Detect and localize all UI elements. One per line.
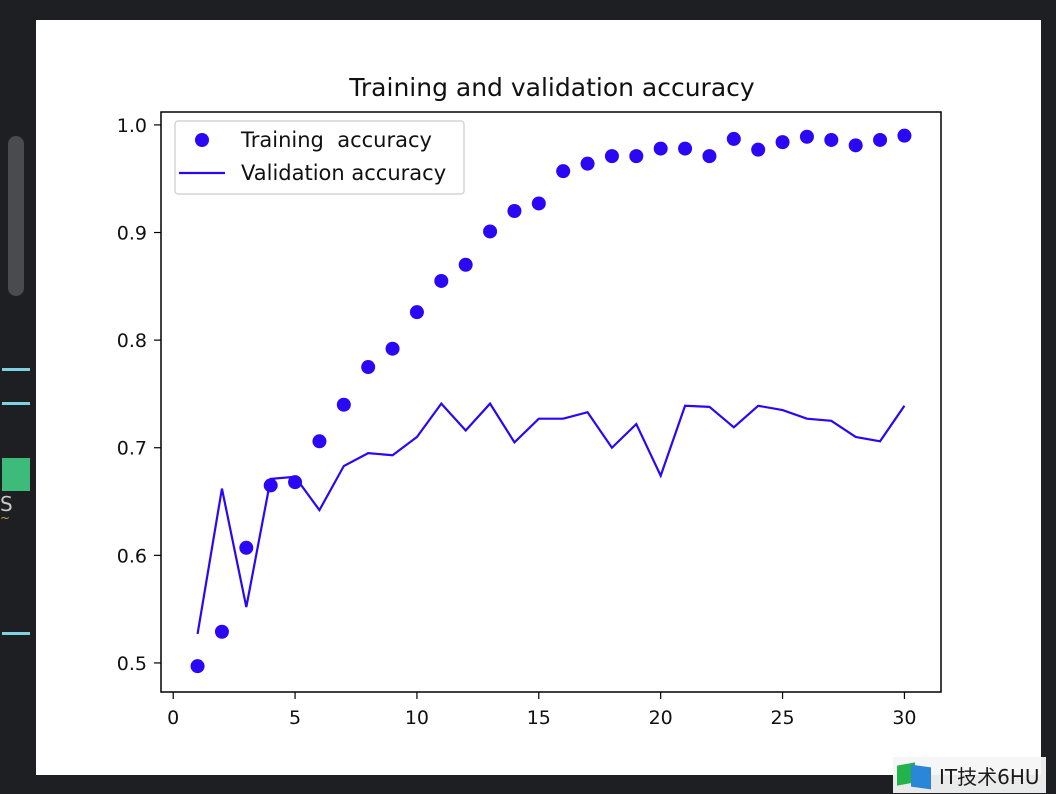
training-accuracy-point (678, 141, 693, 156)
training-accuracy-point (580, 156, 595, 171)
gutter-marker (2, 368, 30, 371)
x-tick-label: 0 (167, 707, 179, 729)
gutter-marker (2, 632, 30, 635)
training-accuracy-point (751, 142, 766, 157)
editor-scrollbar[interactable] (8, 136, 24, 296)
training-accuracy-point (483, 224, 498, 239)
training-accuracy-point (848, 138, 863, 153)
x-tick-label: 30 (892, 707, 916, 729)
watermark: IT技术6HU (893, 757, 1046, 793)
gutter-highlight (2, 458, 30, 491)
chart-title: Training and validation accuracy (348, 73, 755, 102)
training-accuracy-point (458, 257, 473, 272)
y-tick-label: 0.6 (117, 545, 147, 567)
training-accuracy-point (288, 475, 303, 490)
chart-legend: Training accuracy Validation accuracy (174, 120, 465, 195)
x-tick-label: 5 (289, 707, 301, 729)
training-accuracy-point (702, 149, 717, 164)
y-tick-label: 0.5 (117, 653, 147, 675)
x-tick-label: 15 (527, 707, 551, 729)
training-accuracy-point (726, 131, 741, 146)
watermark-text: IT技术6HU (939, 764, 1040, 789)
training-accuracy-point (361, 360, 376, 375)
figure-panel: Training and validation accuracy 0 5 10 15 2… (36, 20, 1041, 775)
training-accuracy-point (824, 132, 839, 147)
training-accuracy-point (604, 149, 619, 164)
training-accuracy-point (385, 341, 400, 356)
training-accuracy-point (897, 128, 912, 143)
training-accuracy-point (434, 273, 449, 288)
training-accuracy-point (507, 203, 522, 218)
y-tick-label: 1.0 (117, 115, 147, 137)
gutter-squiggle: ~ (0, 511, 11, 525)
y-tick-label: 0.8 (117, 330, 147, 352)
accuracy-chart: Training and validation accuracy 0 5 10 15 2… (117, 73, 942, 729)
x-tick-label: 20 (649, 707, 673, 729)
gutter-glyph: S (0, 492, 13, 516)
legend-frame (174, 120, 465, 195)
x-tick-label: 10 (405, 707, 429, 729)
training-accuracy-point (336, 397, 351, 412)
y-tick-label: 0.9 (117, 223, 147, 245)
training-accuracy-point (653, 141, 668, 156)
training-accuracy-point (629, 149, 644, 164)
training-accuracy-point (239, 540, 254, 555)
training-accuracy-point (312, 434, 327, 449)
x-tick-label: 25 (770, 707, 794, 729)
gutter-marker (2, 402, 30, 405)
training-accuracy-point (263, 478, 278, 493)
watermark-logo-icon (897, 762, 933, 790)
training-accuracy-point (775, 135, 790, 150)
training-accuracy-point (409, 305, 424, 320)
legend-label-training: Training accuracy (240, 128, 432, 152)
legend-label-validation: Validation accuracy (241, 161, 446, 185)
training-accuracy-point (799, 129, 814, 144)
legend-marker-training (195, 133, 209, 147)
training-accuracy-point (873, 132, 888, 147)
training-accuracy-point (531, 196, 546, 211)
training-accuracy-point (214, 624, 229, 639)
y-tick-label: 0.7 (117, 438, 147, 460)
training-accuracy-point (190, 659, 205, 674)
validation-accuracy-line (196, 401, 906, 635)
plot-area-frame (160, 111, 942, 693)
training-accuracy-point (556, 164, 571, 179)
